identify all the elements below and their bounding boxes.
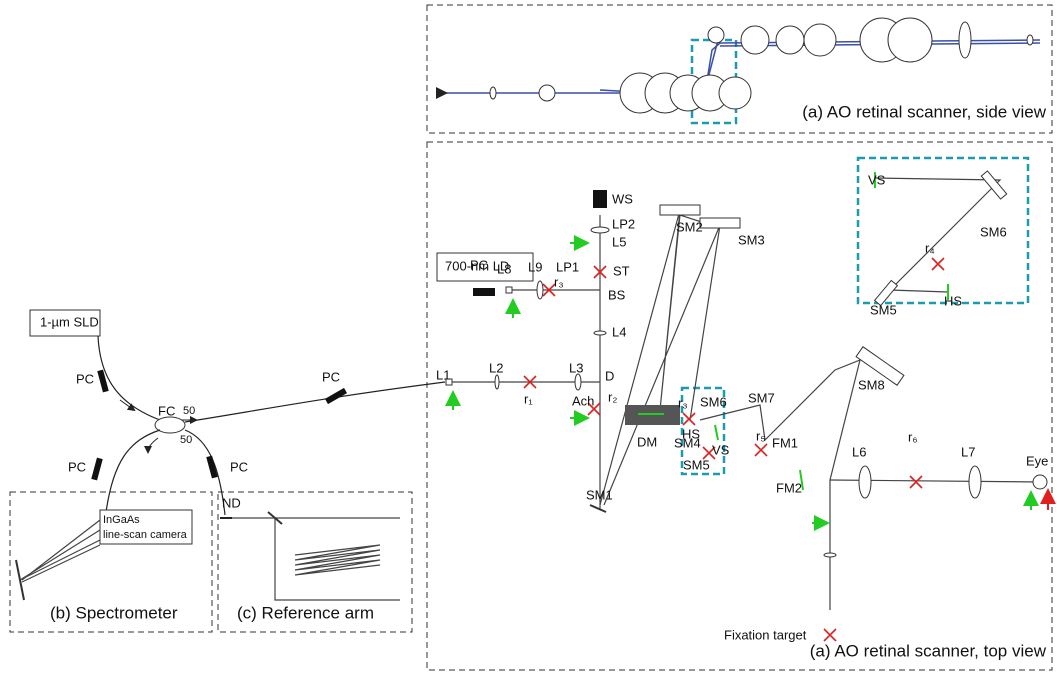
panel-label: (c) Reference arm <box>237 603 374 622</box>
camera-label: line-scan camera <box>103 529 188 541</box>
component-label: D <box>605 368 614 383</box>
inset-label: VS <box>868 172 886 187</box>
component-label: r₃ <box>554 274 564 289</box>
panel-label: (a) AO retinal scanner, top view <box>810 641 1047 660</box>
component-label: 50 <box>183 405 195 417</box>
component-label: LP2 <box>612 216 635 231</box>
component-label: Ach <box>572 393 594 408</box>
component-label: PC <box>230 459 248 474</box>
component-label: FM1 <box>772 435 798 450</box>
component-label: PC <box>68 459 86 474</box>
component-label: SM4 <box>674 435 701 450</box>
inset-label: SM6 <box>980 224 1007 239</box>
component-label: SM5 <box>683 457 710 472</box>
component-label: r₃ <box>678 395 688 410</box>
component-label: r₆ <box>908 429 918 444</box>
component-label: ST <box>613 263 630 278</box>
component-label: PC <box>470 257 488 272</box>
component-label: r₁ <box>524 391 533 406</box>
component-label: L2 <box>489 360 503 375</box>
inset-label: r₄ <box>925 240 935 255</box>
component-label: L7 <box>961 444 975 459</box>
component-label: SM7 <box>748 390 775 405</box>
component-label: L6 <box>852 444 866 459</box>
component-label: r₂ <box>608 389 617 404</box>
component-label: ND <box>222 495 241 510</box>
inset-label: SM5 <box>870 302 897 317</box>
component-label: SM6 <box>700 394 727 409</box>
component-label: SM8 <box>858 377 885 392</box>
component-label: FM2 <box>776 480 802 495</box>
component-label: L8 <box>497 261 511 276</box>
component-label: 50 <box>180 434 192 446</box>
component-label: Fixation target <box>724 627 807 642</box>
component-label: VS <box>712 442 730 457</box>
component-label: LP1 <box>556 259 579 274</box>
panel-label: (b) Spectrometer <box>50 603 178 622</box>
component-label: L3 <box>569 360 583 375</box>
source-label: 1-µm SLD <box>40 314 99 329</box>
component-label: Eye <box>1026 453 1048 468</box>
component-label: L1 <box>436 367 450 382</box>
component-label: PC <box>322 369 340 384</box>
fiber-network <box>16 310 445 600</box>
optical-setup-diagram: (a) AO retinal scanner, side view (a) AO… <box>0 0 1057 675</box>
component-label: L9 <box>528 259 542 274</box>
component-label: r₅ <box>756 428 766 443</box>
component-label: WS <box>612 191 633 206</box>
component-label: FC <box>158 403 175 418</box>
component-label: PC <box>76 371 94 386</box>
component-label: SM1 <box>586 487 613 502</box>
camera-label: InGaAs <box>103 514 140 526</box>
component-label: L5 <box>612 234 626 249</box>
component-label: BS <box>608 287 626 302</box>
panel-label: (a) AO retinal scanner, side view <box>802 102 1047 121</box>
inset-label: HS <box>944 293 962 308</box>
component-label: L4 <box>612 324 626 339</box>
side-view-optics <box>437 18 1040 113</box>
component-label: DM <box>637 434 657 449</box>
component-label: SM2 <box>676 219 703 234</box>
component-label: SM3 <box>738 232 765 247</box>
